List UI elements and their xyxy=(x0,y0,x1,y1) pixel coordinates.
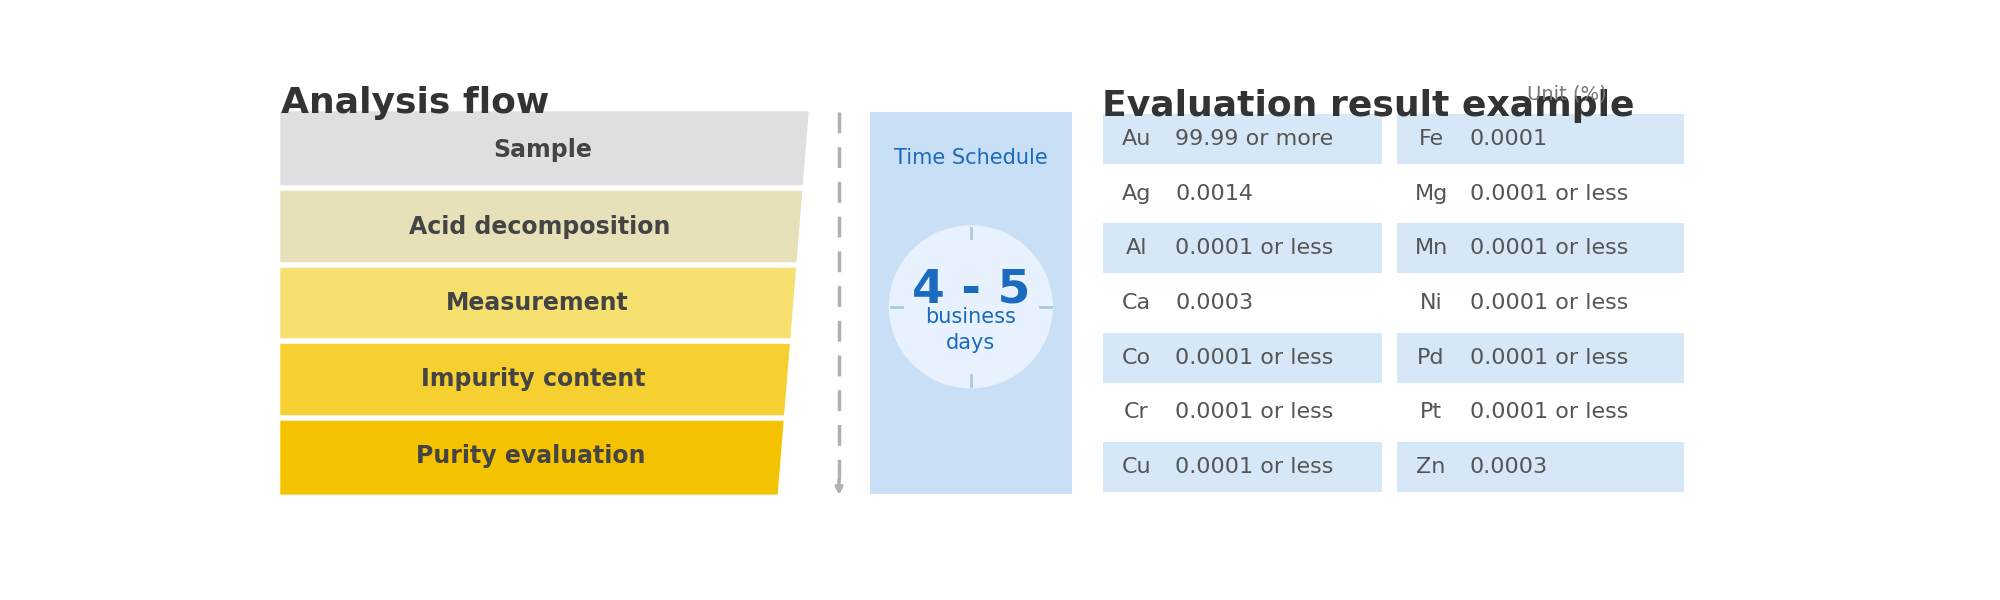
Text: 0.0001 or less: 0.0001 or less xyxy=(1470,238,1628,259)
Bar xyxy=(1102,169,1382,219)
Bar xyxy=(1396,115,1684,164)
Text: Ca: Ca xyxy=(1122,293,1152,313)
Circle shape xyxy=(890,226,1052,388)
Bar xyxy=(1396,387,1684,437)
Bar xyxy=(1396,223,1684,274)
Bar xyxy=(1102,442,1382,491)
Text: 0.0003: 0.0003 xyxy=(1470,457,1548,476)
Bar xyxy=(1396,332,1684,383)
Text: 0.0001 or less: 0.0001 or less xyxy=(1176,457,1334,476)
Text: Unit (%): Unit (%) xyxy=(1528,85,1606,103)
Bar xyxy=(1396,442,1684,491)
Text: Evaluation result example: Evaluation result example xyxy=(1102,89,1636,123)
Text: 4 - 5: 4 - 5 xyxy=(912,268,1030,313)
Text: Acid decomposition: Acid decomposition xyxy=(410,215,670,239)
Text: Purity evaluation: Purity evaluation xyxy=(416,444,646,468)
Text: Pt: Pt xyxy=(1420,402,1442,422)
Polygon shape xyxy=(280,341,790,418)
Text: Ag: Ag xyxy=(1122,184,1152,204)
Bar xyxy=(1102,278,1382,328)
Bar xyxy=(870,112,1072,494)
Text: Pd: Pd xyxy=(1418,347,1444,368)
Text: Time Schedule: Time Schedule xyxy=(894,148,1048,168)
Text: Co: Co xyxy=(1122,347,1152,368)
Text: 0.0014: 0.0014 xyxy=(1176,184,1254,204)
Text: Ni: Ni xyxy=(1420,293,1442,313)
Text: Measurement: Measurement xyxy=(446,291,628,315)
Bar xyxy=(1102,387,1382,437)
Text: Al: Al xyxy=(1126,238,1148,259)
Text: Au: Au xyxy=(1122,130,1152,149)
Bar xyxy=(1102,332,1382,383)
Text: 0.0001 or less: 0.0001 or less xyxy=(1176,402,1334,422)
Text: Analysis flow: Analysis flow xyxy=(280,86,550,120)
Bar xyxy=(1396,278,1684,328)
Text: Sample: Sample xyxy=(494,138,592,162)
Text: Zn: Zn xyxy=(1416,457,1446,476)
Text: Mg: Mg xyxy=(1414,184,1448,204)
Text: business
days: business days xyxy=(926,307,1016,353)
Text: 0.0003: 0.0003 xyxy=(1176,293,1254,313)
Text: 0.0001 or less: 0.0001 or less xyxy=(1470,347,1628,368)
Text: 0.0001 or less: 0.0001 or less xyxy=(1176,238,1334,259)
Polygon shape xyxy=(280,112,808,188)
Text: 0.0001 or less: 0.0001 or less xyxy=(1176,347,1334,368)
Bar xyxy=(1396,169,1684,219)
Text: 0.0001 or less: 0.0001 or less xyxy=(1470,402,1628,422)
Polygon shape xyxy=(280,418,784,494)
Text: Mn: Mn xyxy=(1414,238,1448,259)
Bar xyxy=(1102,115,1382,164)
Bar xyxy=(1102,223,1382,274)
Text: Impurity content: Impurity content xyxy=(422,367,646,391)
Text: Fe: Fe xyxy=(1418,130,1444,149)
Text: Cu: Cu xyxy=(1122,457,1152,476)
Text: Cr: Cr xyxy=(1124,402,1148,422)
Text: 0.0001: 0.0001 xyxy=(1470,130,1548,149)
Text: 99.99 or more: 99.99 or more xyxy=(1176,130,1334,149)
Text: 0.0001 or less: 0.0001 or less xyxy=(1470,293,1628,313)
Polygon shape xyxy=(280,265,796,341)
Polygon shape xyxy=(280,188,802,265)
Text: 0.0001 or less: 0.0001 or less xyxy=(1470,184,1628,204)
